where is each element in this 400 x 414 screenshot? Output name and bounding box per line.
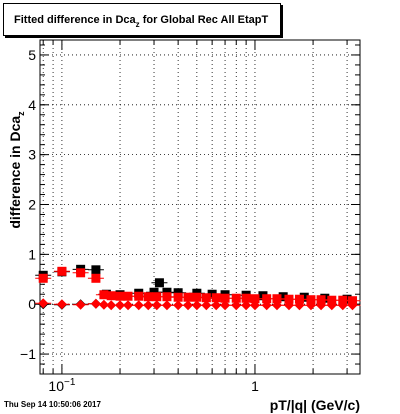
data-point-square — [57, 266, 67, 276]
data-point-diamond — [183, 300, 194, 311]
y-axis-label-main: difference in Dca — [7, 115, 23, 229]
y-tick-label: 2 — [28, 197, 36, 213]
data-point-diamond — [337, 300, 348, 311]
data-point-square — [106, 291, 116, 301]
y-axis-label-subscript: z — [16, 111, 26, 116]
data-point-diamond — [294, 300, 305, 311]
data-point-square — [316, 295, 326, 305]
data-point-diamond — [231, 300, 242, 311]
y-axis-label: difference in Dcaz — [7, 111, 26, 228]
title-prefix: Fitted difference in Dca — [14, 14, 136, 26]
title-subscript: z — [135, 20, 140, 29]
data-point-diamond — [123, 300, 134, 311]
data-point-square — [38, 273, 48, 283]
data-point-square — [250, 294, 260, 304]
data-point-diamond — [133, 300, 144, 311]
plot-frame — [39, 39, 361, 375]
data-point-diamond — [347, 300, 358, 311]
data-point-square — [183, 292, 193, 302]
data-point-diamond — [56, 299, 67, 310]
y-tick-label: 3 — [28, 147, 36, 163]
data-point-square — [154, 278, 164, 288]
data-point-square — [162, 292, 172, 302]
data-point-diamond — [220, 300, 231, 311]
data-point-diamond — [161, 300, 172, 311]
x-tick-label: 1 — [251, 378, 259, 394]
data-point-diamond — [316, 300, 327, 311]
chart-title: Fitted difference in Dcaz for Global Rec… — [14, 14, 268, 29]
x-axis-label: pT/|q| (GeV/c) — [269, 397, 360, 413]
data-point-diamond — [211, 300, 222, 311]
y-tick-label: 0 — [28, 296, 36, 312]
data-point-square — [241, 293, 251, 303]
data-point-square — [91, 273, 101, 283]
data-point-square — [173, 292, 183, 302]
data-point-diamond — [305, 300, 316, 311]
data-point-diamond — [249, 300, 260, 311]
data-point-diamond — [90, 298, 101, 309]
timestamp: Thu Sep 14 10:50:06 2017 — [4, 400, 101, 409]
data-point-square — [220, 293, 230, 303]
data-point-square — [201, 293, 211, 303]
data-point-diamond — [201, 300, 212, 311]
data-point-diamond — [173, 300, 184, 311]
data-point-square — [134, 291, 144, 301]
y-tick-label: 1 — [28, 246, 36, 262]
data-point-diamond — [191, 300, 202, 311]
data-point-square — [299, 292, 309, 302]
x-tick-label: 10−1 — [48, 377, 75, 394]
data-point-diamond — [75, 299, 86, 310]
data-point-diamond — [283, 300, 294, 311]
data-point-square — [143, 292, 153, 302]
title-box: Fitted difference in Dcaz for Global Rec… — [3, 3, 281, 36]
data-point-diamond — [143, 300, 154, 311]
data-point-square — [192, 292, 202, 302]
data-point-diamond — [106, 300, 117, 311]
data-point-square — [91, 265, 101, 275]
data-point-diamond — [271, 300, 282, 311]
data-point-diamond — [326, 300, 337, 311]
data-point-diamond — [38, 298, 49, 309]
data-point-square — [272, 294, 282, 304]
data-point-square — [306, 295, 316, 305]
data-point-square — [211, 293, 221, 303]
title-suffix: for Global Rec All EtapT — [139, 14, 269, 26]
data-point-diamond — [241, 300, 252, 311]
data-point-square — [278, 292, 288, 302]
data-point-square — [99, 290, 109, 300]
data-point-square — [231, 293, 241, 303]
data-point-diamond — [151, 300, 162, 311]
y-tick-label: 5 — [28, 47, 36, 63]
data-point-square — [123, 291, 133, 301]
data-point-square — [262, 294, 272, 304]
y-tick-label: 4 — [28, 97, 36, 113]
data-point-square — [284, 294, 294, 304]
data-point-square — [152, 292, 162, 302]
data-point-square — [76, 268, 86, 278]
data-point-diamond — [261, 300, 272, 311]
y-tick-label: −1 — [20, 346, 36, 362]
data-point-square — [294, 294, 304, 304]
